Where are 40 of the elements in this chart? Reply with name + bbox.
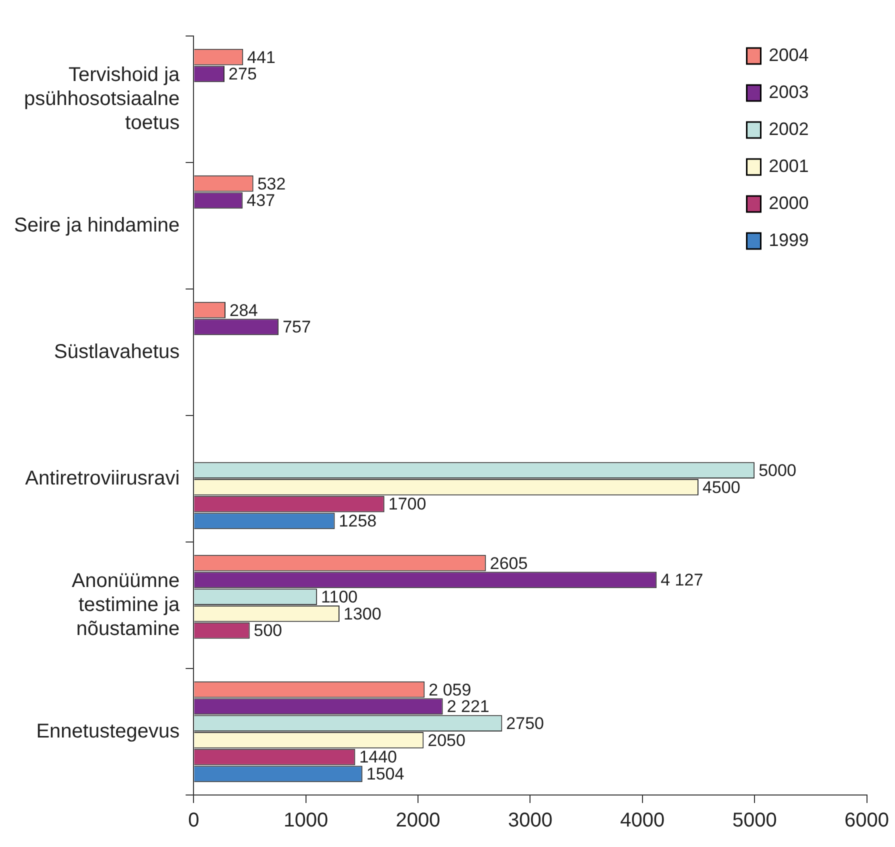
data-label: 1100 [321, 588, 358, 607]
y-tick-label: Seire ja hindamine [14, 214, 180, 236]
x-tick-label: 5000 [732, 810, 777, 832]
data-label: 284 [230, 300, 258, 320]
legend-label: 1999 [768, 230, 809, 250]
y-tick-label: Süstlavahetus [54, 340, 180, 363]
x-tick-label: 2000 [396, 810, 440, 832]
data-label: 1440 [359, 748, 398, 767]
data-label: 275 [228, 64, 257, 84]
x-tick-label: 6000 [844, 810, 890, 832]
data-label: 437 [246, 191, 276, 210]
data-label: 500 [254, 621, 282, 640]
data-label: 2 059 [428, 680, 472, 700]
legend-label: 2000 [768, 192, 809, 213]
x-tick-label: 1000 [284, 810, 328, 832]
legend-label: 2004 [768, 44, 809, 65]
data-label: 5000 [758, 461, 796, 480]
data-label: 2 221 [446, 697, 490, 716]
legend-label: 2001 [768, 156, 809, 176]
data-label: 441 [247, 48, 276, 67]
legend-label: 2002 [768, 118, 809, 139]
data-label: 2050 [428, 730, 466, 750]
data-label: 4 127 [660, 570, 704, 590]
data-label: 1258 [338, 512, 377, 531]
y-tick-label: Antiretroviirusravi [25, 467, 180, 490]
x-tick-label: 0 [188, 810, 200, 832]
data-label: 2605 [490, 554, 528, 573]
y-tick-label: Tervishoid ja psühhosotsiaalne toetus [24, 64, 181, 134]
data-label: 1504 [366, 764, 404, 784]
data-label: 1700 [388, 494, 426, 514]
data-label: 4500 [702, 478, 740, 497]
data-label: 1300 [343, 604, 382, 624]
legend-label: 2003 [768, 82, 809, 102]
y-tick-label: Ennetustegevus [36, 720, 180, 742]
x-tick-label: 3000 [508, 810, 552, 832]
x-tick-label: 4000 [620, 810, 665, 832]
y-tick-label: Anonüümne testimine ja nõustamine [72, 570, 181, 640]
data-label: 532 [257, 174, 286, 194]
data-label: 2750 [506, 714, 544, 734]
data-label: 757 [282, 318, 311, 337]
